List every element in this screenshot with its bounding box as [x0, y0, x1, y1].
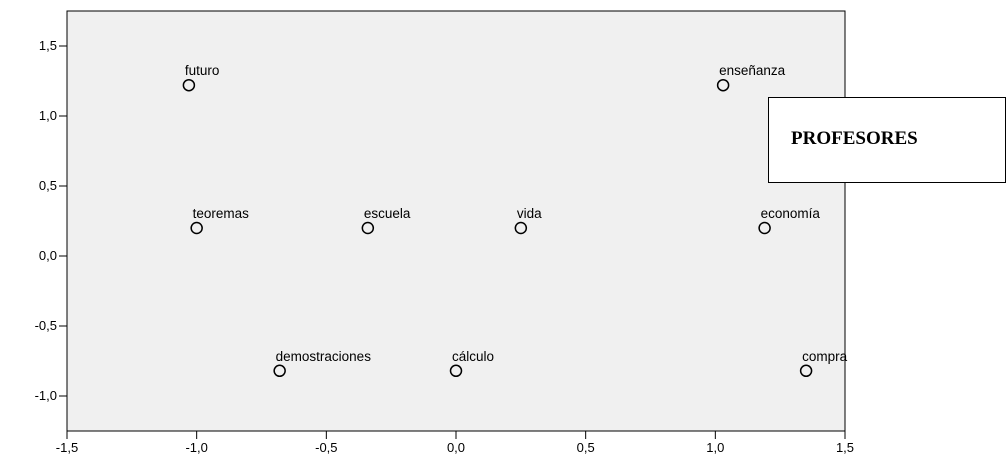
y-tick-label: -0,5	[35, 318, 57, 333]
x-tick-label: 1,5	[836, 440, 854, 455]
x-tick-label: -0,5	[315, 440, 337, 455]
data-point-label: compra	[802, 349, 848, 364]
y-tick-label: 1,5	[39, 38, 57, 53]
x-tick-label: 0,0	[447, 440, 465, 455]
legend-label: PROFESORES	[791, 128, 918, 149]
data-point-label: vida	[517, 206, 542, 221]
data-point-label: teoremas	[193, 206, 250, 221]
y-axis: 1,5 1,0 0,5 0,0 -0,5 -1,0	[35, 38, 67, 403]
y-tick-label: 0,0	[39, 248, 57, 263]
plot-area	[66, 10, 846, 432]
data-point-label: escuela	[364, 206, 411, 221]
data-point-label: enseñanza	[719, 63, 786, 78]
y-tick-label: -1,0	[35, 388, 57, 403]
data-point-label: demostraciones	[276, 349, 372, 364]
data-point	[190, 221, 203, 235]
x-tick-label: 1,0	[706, 440, 724, 455]
y-tick-label: 0,5	[39, 178, 57, 193]
data-point	[799, 364, 813, 378]
points-layer: futuro enseñanza teoremas escuela vida econom…	[182, 63, 848, 378]
data-point	[361, 221, 375, 235]
x-tick-label: -1,5	[56, 440, 78, 455]
legend-box: PROFESORES	[768, 97, 1006, 183]
x-tick-label: -1,0	[185, 440, 207, 455]
data-point	[716, 78, 730, 92]
data-point	[449, 364, 463, 378]
data-point-label: cálculo	[452, 349, 494, 364]
x-axis: -1,5 -1,0 -0,5 0,0 0,5 1,0 1,5	[56, 431, 854, 455]
data-point	[514, 221, 528, 235]
data-point	[273, 364, 286, 378]
y-tick-label: 1,0	[39, 108, 57, 123]
data-point-label: futuro	[185, 63, 220, 78]
data-point-label: economía	[761, 206, 821, 221]
data-point	[758, 221, 771, 235]
data-point	[182, 78, 196, 92]
x-tick-label: 0,5	[577, 440, 595, 455]
